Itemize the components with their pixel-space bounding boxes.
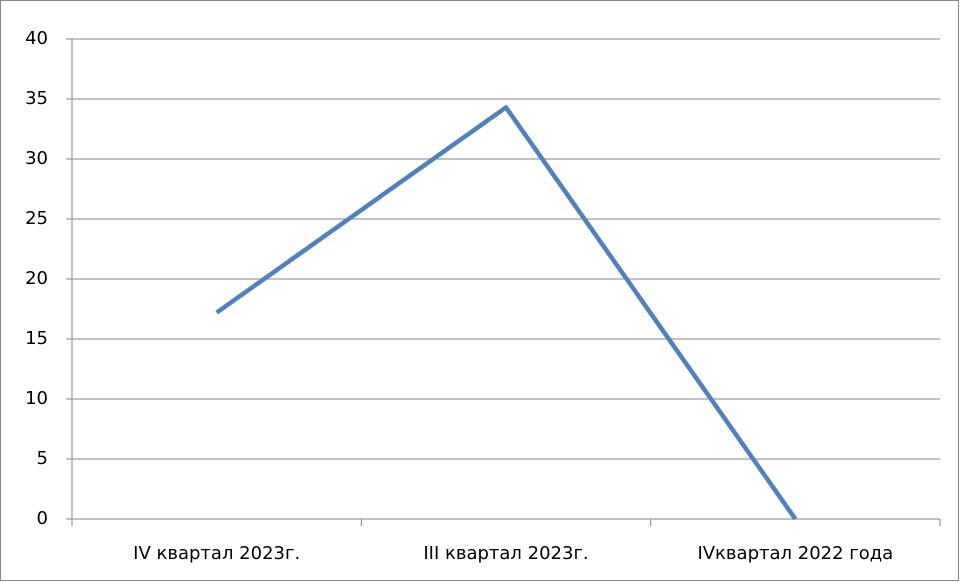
y-tick-label: 40 xyxy=(25,28,48,49)
y-tick-label: 20 xyxy=(25,268,48,289)
data-line xyxy=(215,105,798,521)
y-tick-label: 25 xyxy=(25,208,48,229)
y-tick-label: 35 xyxy=(25,88,48,109)
y-tick-label: 30 xyxy=(25,148,48,169)
x-tick-label: III квартал 2023г. xyxy=(423,543,588,564)
y-tick-label: 15 xyxy=(25,328,48,349)
y-tick-label: 5 xyxy=(37,448,48,469)
y-tick-label: 10 xyxy=(25,388,48,409)
x-tick-label: IV квартал 2023г. xyxy=(133,543,300,564)
y-tick-label: 0 xyxy=(37,508,48,529)
x-tick-label: IVквартал 2022 года xyxy=(697,543,893,564)
